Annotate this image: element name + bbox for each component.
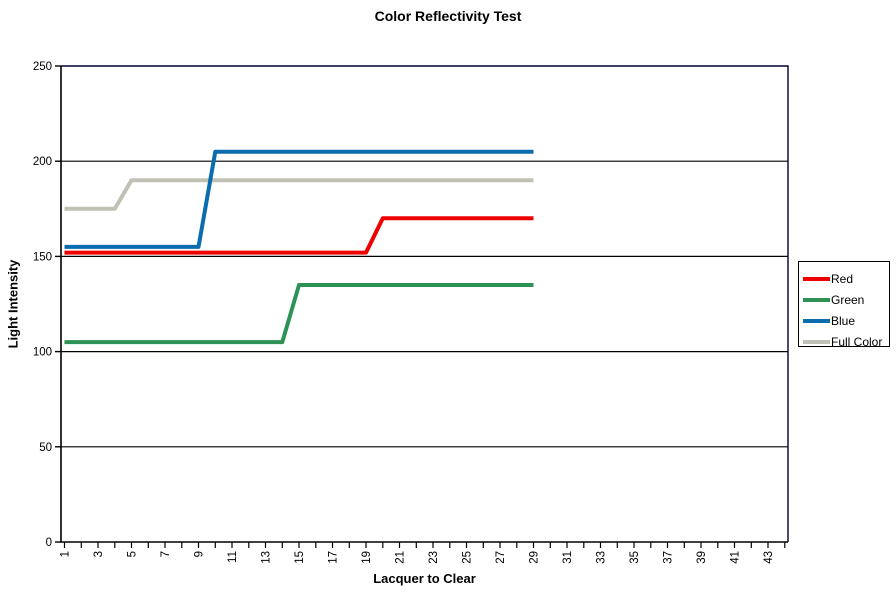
y-tick-label: 100 [33, 347, 52, 359]
x-tick-label: 35 [629, 551, 641, 564]
x-axis-title: Lacquer to Clear [373, 571, 476, 586]
legend-swatch-line [803, 318, 830, 323]
x-tick-label: 1 [60, 551, 72, 557]
legend-item-blue: Blue [799, 310, 889, 331]
legend-item-red: Red [799, 268, 889, 289]
series-line-red [64, 216, 534, 255]
axis-lines [60, 66, 788, 543]
x-tick-label: 19 [361, 551, 373, 564]
series-line-green [64, 283, 534, 345]
x-tick-label: 31 [562, 551, 574, 564]
series-line-blue [64, 149, 534, 249]
x-tick-label: 27 [495, 551, 507, 564]
x-tick-label: 43 [763, 551, 775, 564]
plot-border [61, 65, 789, 542]
legend: Red Green Blue Full Color [798, 261, 890, 349]
legend-item-full-color: Full Color [799, 331, 889, 352]
legend-label: Red [831, 271, 854, 286]
x-tick-label: 37 [663, 551, 675, 564]
y-tick-label: 150 [33, 251, 52, 263]
x-tick-label: 15 [294, 551, 306, 564]
x-tick-label: 13 [261, 551, 273, 564]
x-tick-label: 39 [696, 551, 708, 564]
legend-label: Full Color [831, 334, 883, 349]
y-tick-label: 200 [33, 156, 52, 168]
x-tick-label: 3 [93, 551, 105, 557]
x-tick-label: 17 [328, 551, 340, 564]
x-tick-label: 5 [127, 551, 139, 557]
x-tick-label: 33 [596, 551, 608, 564]
legend-swatch-line [803, 297, 830, 302]
x-tick-label: 41 [730, 551, 742, 564]
x-tick-label: 23 [428, 551, 440, 564]
x-tick-label: 9 [194, 551, 206, 557]
legend-swatch-line [803, 276, 830, 281]
y-tick-label: 50 [39, 442, 52, 454]
y-tick-label: 250 [33, 61, 52, 73]
legend-label: Green [831, 292, 865, 307]
x-tick-label: 21 [395, 551, 407, 564]
legend-item-green: Green [799, 289, 889, 310]
x-tick-label: 25 [462, 551, 474, 564]
legend-swatch-line [803, 339, 830, 344]
x-tick-label: 29 [529, 551, 541, 564]
x-tick-label: 11 [227, 551, 239, 563]
y-tick-label: 0 [46, 537, 52, 549]
chart-title: Color Reflectivity Test [374, 8, 522, 24]
legend-label: Blue [831, 313, 856, 328]
x-tick-label: 7 [160, 551, 172, 557]
series-line-full-color [64, 178, 534, 211]
